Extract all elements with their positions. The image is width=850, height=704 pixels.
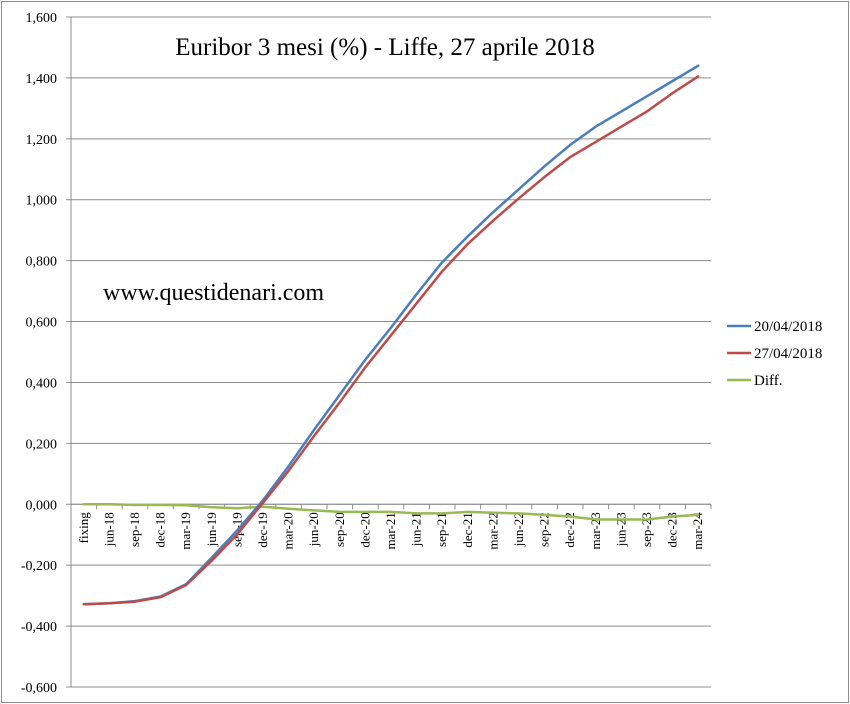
x-tick-label: mar-24	[690, 512, 705, 550]
chart-title: Euribor 3 mesi (%) - Liffe, 27 aprile 20…	[175, 34, 595, 61]
series-line	[82, 503, 700, 521]
x-tick-label: mar-19	[178, 512, 193, 549]
x-tick-label: jun-19	[204, 512, 219, 547]
x-tick-label: jun-22	[511, 512, 526, 547]
y-tick-label: 1,000	[26, 194, 58, 209]
watermark-annotation: www.questidenari.com	[103, 280, 324, 306]
legend-label: 27/04/2018	[754, 346, 822, 362]
y-tick-label: 0,200	[26, 437, 58, 452]
x-tick-label: dec-22	[562, 512, 577, 547]
y-tick-label: 0,000	[26, 498, 58, 513]
x-tick-label: dec-18	[153, 512, 168, 547]
axes	[70, 17, 711, 687]
legend-label: 20/04/2018	[754, 319, 822, 335]
y-tick-label: 1,600	[26, 11, 58, 26]
x-tick-label: jun-18	[101, 512, 116, 547]
x-tick-label: sep-22	[537, 512, 552, 547]
x-tick-label: dec-23	[665, 512, 680, 547]
x-tick-label: dec-20	[357, 512, 372, 547]
y-tick-label: -0,200	[21, 559, 57, 574]
x-tick-label: sep-21	[434, 512, 449, 547]
x-tick-label: jun-20	[306, 512, 321, 547]
x-tick-label: jun-23	[613, 512, 628, 547]
series-line	[82, 75, 700, 606]
legend: 20/04/2018 27/04/2018 Diff.	[727, 319, 822, 389]
y-axis-ticks: -0,600 -0,400 -0,200 0,000 0,200 0,400 0,600 0,…	[21, 11, 71, 696]
x-tick-label: dec-21	[460, 512, 475, 547]
y-tick-label: -0,400	[21, 620, 57, 635]
x-tick-label: jun-21	[409, 512, 424, 547]
y-tick-label: 1,400	[26, 72, 58, 87]
y-tick-label: 0,600	[26, 316, 58, 331]
y-tick-label: -0,600	[21, 681, 57, 696]
y-tick-label: 1,200	[26, 133, 58, 148]
legend-label: Diff.	[754, 373, 782, 389]
y-tick-label: 0,400	[26, 376, 58, 391]
x-tick-label: dec-19	[255, 512, 270, 547]
x-tick-label: mar-23	[588, 512, 603, 549]
y-tick-label: 0,800	[26, 255, 58, 270]
x-axis-ticks: fixing jun-18 sep-18 dec-18 mar-19 jun-19 sep-…	[70, 504, 712, 550]
x-tick-label: mar-22	[485, 512, 500, 549]
x-tick-label: sep-23	[639, 512, 654, 547]
x-tick-label: mar-20	[281, 512, 296, 549]
series-lines	[82, 64, 700, 606]
x-tick-label: sep-18	[127, 512, 142, 547]
x-tick-label: mar-21	[383, 512, 398, 549]
gridlines	[71, 16, 711, 688]
x-tick-label: sep-20	[332, 512, 347, 547]
x-tick-label: fixing	[76, 512, 91, 544]
